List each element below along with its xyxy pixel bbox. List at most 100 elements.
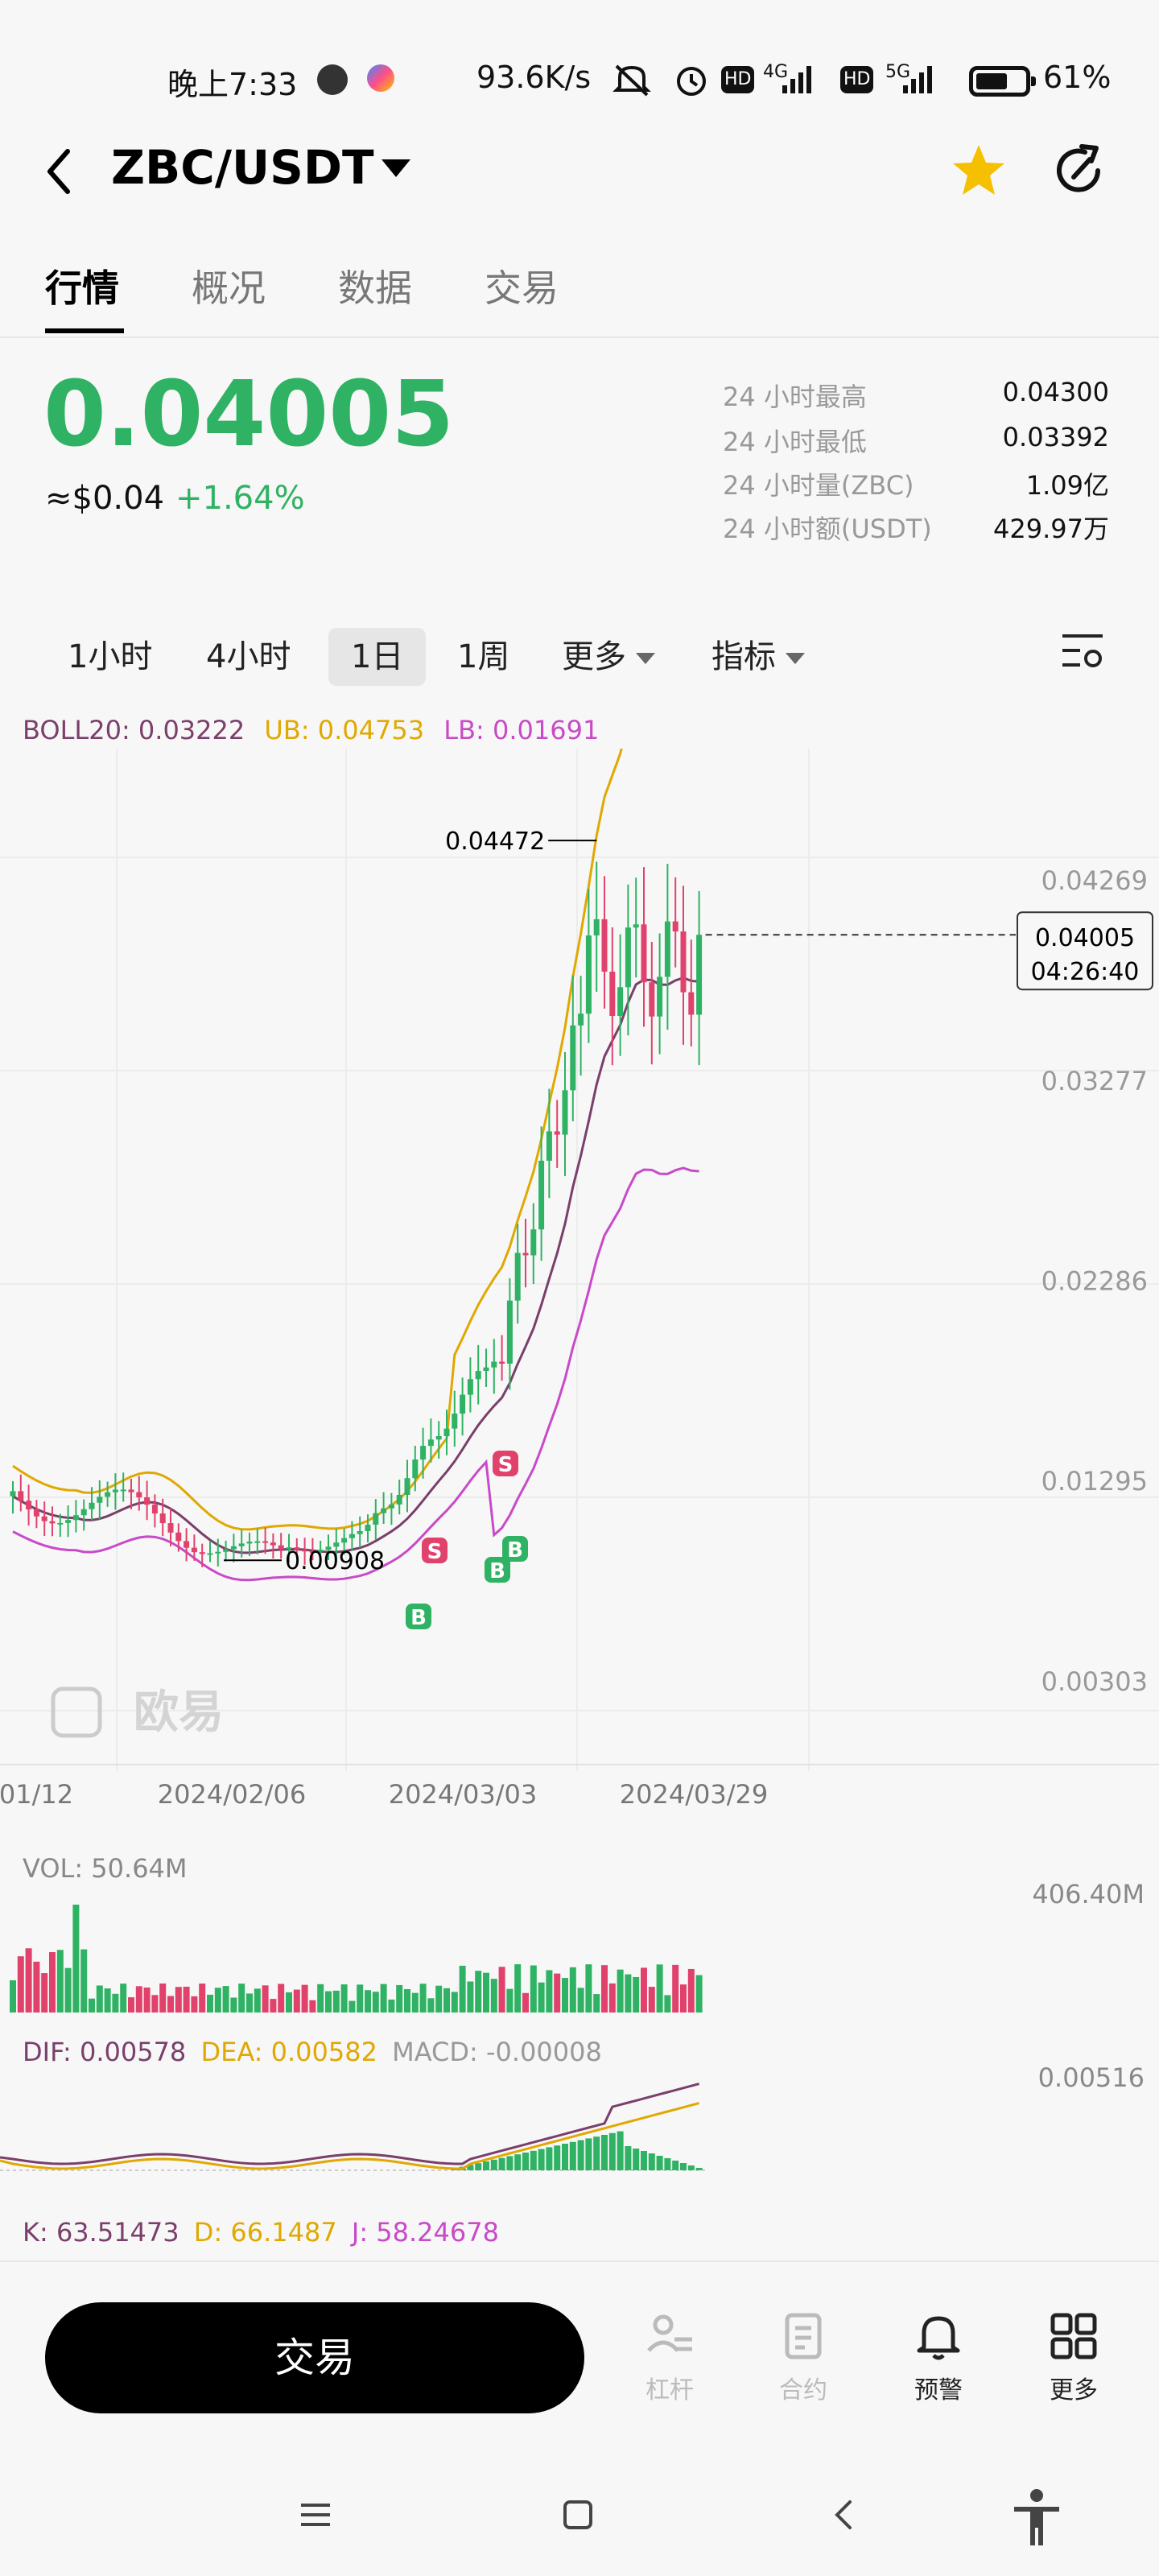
contract-button[interactable]: 合约 (755, 2310, 852, 2405)
candle-body (396, 1494, 402, 1505)
candle-body (491, 1361, 497, 1368)
candle-body (593, 919, 600, 936)
x-tick-label: 2024/02/06 (158, 1779, 306, 1810)
boll-upper-line (12, 749, 623, 1531)
candles (10, 861, 703, 1567)
volume-bar (372, 1992, 379, 2013)
volume-bar (427, 1998, 435, 2013)
macd-legend: DIF: 0.00578 DEA: 0.00582 MACD: -0.00008 (23, 2037, 602, 2067)
candle-body (65, 1520, 72, 1523)
candle-body (151, 1505, 158, 1514)
caret-down-icon[interactable] (382, 159, 410, 177)
system-nav (0, 2455, 1159, 2576)
star-icon[interactable] (950, 142, 1008, 200)
kdj-d: D: 66.1487 (193, 2217, 337, 2248)
indicator-menu[interactable]: 指标 (689, 628, 827, 686)
macd-bar (672, 2161, 679, 2170)
volume-bar (72, 1905, 80, 2013)
macd-bar (530, 2150, 537, 2170)
candle-body (641, 924, 647, 983)
volume-bar (695, 1975, 703, 2013)
macd-bar (687, 2165, 695, 2170)
tab-trade[interactable]: 交易 (485, 266, 559, 310)
boll-lower-line (12, 1166, 699, 1582)
volume-bar (546, 1970, 553, 2013)
candle-body (136, 1492, 142, 1498)
back-arrow-icon[interactable] (35, 143, 84, 200)
candle-body (649, 982, 655, 1017)
candle-body (499, 1361, 505, 1364)
candle-body (452, 1414, 458, 1429)
macd-bar (585, 2138, 592, 2170)
candle-body (120, 1489, 126, 1492)
volume-bar (41, 1973, 48, 2013)
tab-overview[interactable]: 概况 (192, 266, 266, 310)
volume-bar (317, 1984, 324, 2013)
volume-bar (301, 1984, 308, 2013)
candle-body (80, 1509, 87, 1516)
tab-market[interactable]: 行情 (45, 266, 119, 310)
share-icon[interactable] (1050, 142, 1107, 200)
tab-data[interactable]: 数据 (338, 266, 412, 310)
stat-high-value: 0.04300 (1002, 377, 1109, 407)
bell-icon (917, 2316, 960, 2360)
y-tick-label: 0.01295 (1041, 1466, 1148, 1496)
volume-bar (278, 1984, 285, 2013)
macd-dea: DEA: 0.00582 (200, 2037, 377, 2067)
interval-1d[interactable]: 1日 (328, 628, 427, 686)
interval-1w[interactable]: 1周 (435, 628, 532, 686)
x-axis: 01/12 2024/02/06 2024/03/03 2024/03/29 (0, 1779, 768, 1810)
signal-label: S (427, 1540, 443, 1564)
volume-bar (396, 1984, 403, 2013)
volume-bar (33, 1961, 40, 2013)
menu-icon[interactable] (298, 2500, 333, 2529)
status-time: 晚上7:33 (167, 67, 298, 102)
high-marker-label: 0.04472 (445, 828, 545, 856)
kdj-j: J: 58.24678 (351, 2217, 499, 2248)
volume-bar (538, 1982, 545, 2013)
leverage-icon (647, 2314, 692, 2352)
candle-body (215, 1551, 221, 1554)
interval-4h[interactable]: 4小时 (184, 628, 313, 686)
volume-bar (388, 1999, 395, 2013)
app-play-icon (367, 64, 394, 92)
candle-body (365, 1525, 371, 1531)
candle-body (105, 1492, 111, 1497)
hd-badge-2: HD (840, 66, 874, 93)
macd-bar (695, 2168, 703, 2170)
leverage-button[interactable]: 杠杆 (621, 2310, 718, 2405)
macd-bar (593, 2136, 600, 2170)
candle-body (230, 1546, 237, 1550)
y-tick-label: 0.04269 (1041, 865, 1148, 896)
home-icon[interactable] (562, 2499, 594, 2531)
pair-title[interactable]: ZBC/USDT (111, 140, 374, 195)
candle-body (546, 1131, 552, 1161)
interval-1h[interactable]: 1小时 (45, 628, 175, 686)
volume-bar (608, 1983, 616, 2013)
candle-body (26, 1501, 32, 1510)
alert-button[interactable]: 预警 (890, 2310, 987, 2405)
volume-bar (554, 1973, 561, 2013)
candle-body (191, 1547, 197, 1553)
current-price-label: 0.04005 (1035, 924, 1135, 952)
macd-bar (648, 2153, 655, 2170)
volume-bar (411, 1992, 419, 2013)
chart-settings-icon[interactable] (1061, 630, 1104, 673)
accessibility-icon[interactable] (1011, 2487, 1062, 2549)
volume-bar (254, 1988, 261, 2013)
back-icon[interactable] (829, 2497, 858, 2533)
volume-bar (648, 1987, 655, 2013)
chart-grid (0, 749, 1159, 1771)
candle-body (657, 976, 663, 1017)
interval-more[interactable]: 更多 (539, 628, 678, 686)
candle-body (522, 1253, 529, 1256)
candle-body (664, 921, 670, 977)
more-button[interactable]: 更多 (1025, 2310, 1122, 2405)
volume-bar (577, 1988, 584, 2013)
trade-button[interactable]: 交易 (45, 2302, 584, 2413)
volume-bar (459, 1965, 466, 2013)
volume-bar (562, 1978, 568, 2013)
chevron-down-icon (786, 653, 805, 664)
candle-body (554, 1131, 560, 1135)
